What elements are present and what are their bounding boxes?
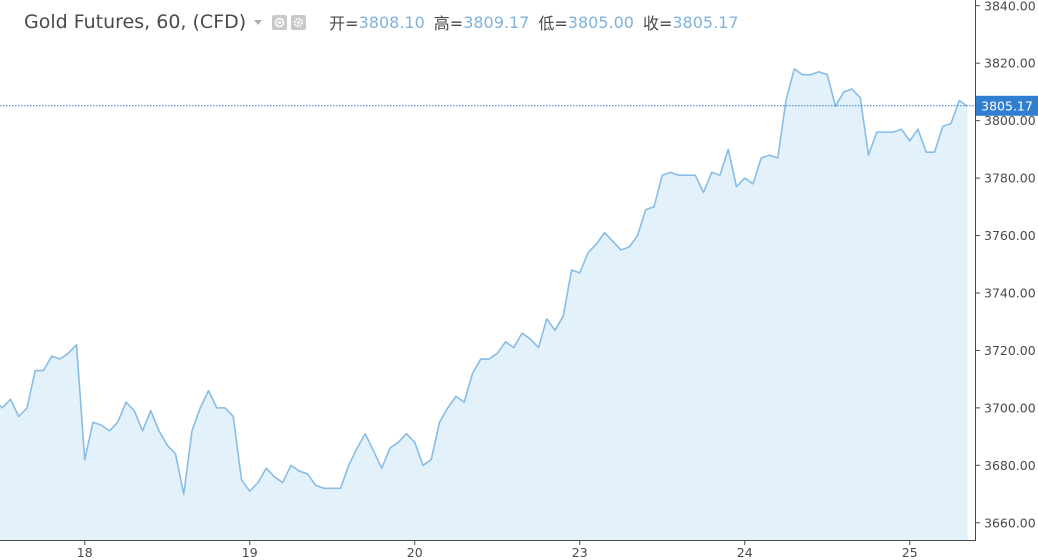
gear-icon[interactable] — [291, 14, 307, 30]
legend-symbol-title[interactable]: Gold Futures, 60, (CFD) — [24, 11, 247, 33]
chart-legend: Gold Futures, 60, (CFD) 开= 3808.10 高= 3809… — [24, 9, 739, 35]
x-tick-label: 23 — [572, 545, 588, 560]
y-tick-label: 3740.00 — [984, 285, 1036, 300]
x-tick-label: 25 — [902, 545, 918, 560]
open-value: 3808.10 — [358, 12, 425, 32]
symbol-name: Gold Futures — [24, 11, 145, 33]
y-tick-label: 3840.00 — [984, 0, 1036, 13]
open-label: 开= — [329, 14, 359, 33]
price-line — [0, 68, 968, 495]
close-value: 3805.17 — [672, 12, 739, 32]
y-tick-label: 3800.00 — [984, 113, 1036, 128]
y-tick-label: 3820.00 — [984, 56, 1036, 71]
y-tick-label: 3700.00 — [984, 400, 1036, 415]
y-tick-label: 3780.00 — [984, 171, 1036, 186]
close-label: 收= — [642, 14, 673, 33]
high-label: 高= — [433, 14, 464, 33]
x-tick-label: 20 — [407, 545, 423, 560]
chevron-down-icon[interactable] — [254, 19, 263, 25]
x-tick-label: 24 — [737, 545, 753, 560]
high-value: 3809.17 — [463, 12, 530, 32]
y-tick-label: 3760.00 — [984, 228, 1036, 243]
low-value: 3805.00 — [567, 12, 634, 32]
x-tick-label: 19 — [242, 545, 258, 560]
y-axis: 3660.00 3680.00 3700.00 3720.00 3740.00 3760.… — [975, 0, 1036, 530]
symbol-interval: 60 — [156, 11, 181, 33]
current-price-label: 3805.17 — [976, 95, 1038, 116]
y-tick-label: 3680.00 — [984, 458, 1036, 473]
y-tick-label: 3660.00 — [984, 515, 1036, 530]
price-area-fill — [0, 68, 968, 540]
x-tick-label: 18 — [77, 545, 93, 560]
current-price-text: 3805.17 — [981, 98, 1033, 113]
eye-icon[interactable] — [272, 14, 288, 30]
low-label: 低= — [538, 14, 568, 33]
x-axis: 18 19 20 23 24 25 — [77, 540, 918, 560]
y-tick-label: 3720.00 — [984, 343, 1036, 358]
symbol-source: CFD — [199, 11, 239, 33]
current-price-badge — [976, 95, 1038, 116]
